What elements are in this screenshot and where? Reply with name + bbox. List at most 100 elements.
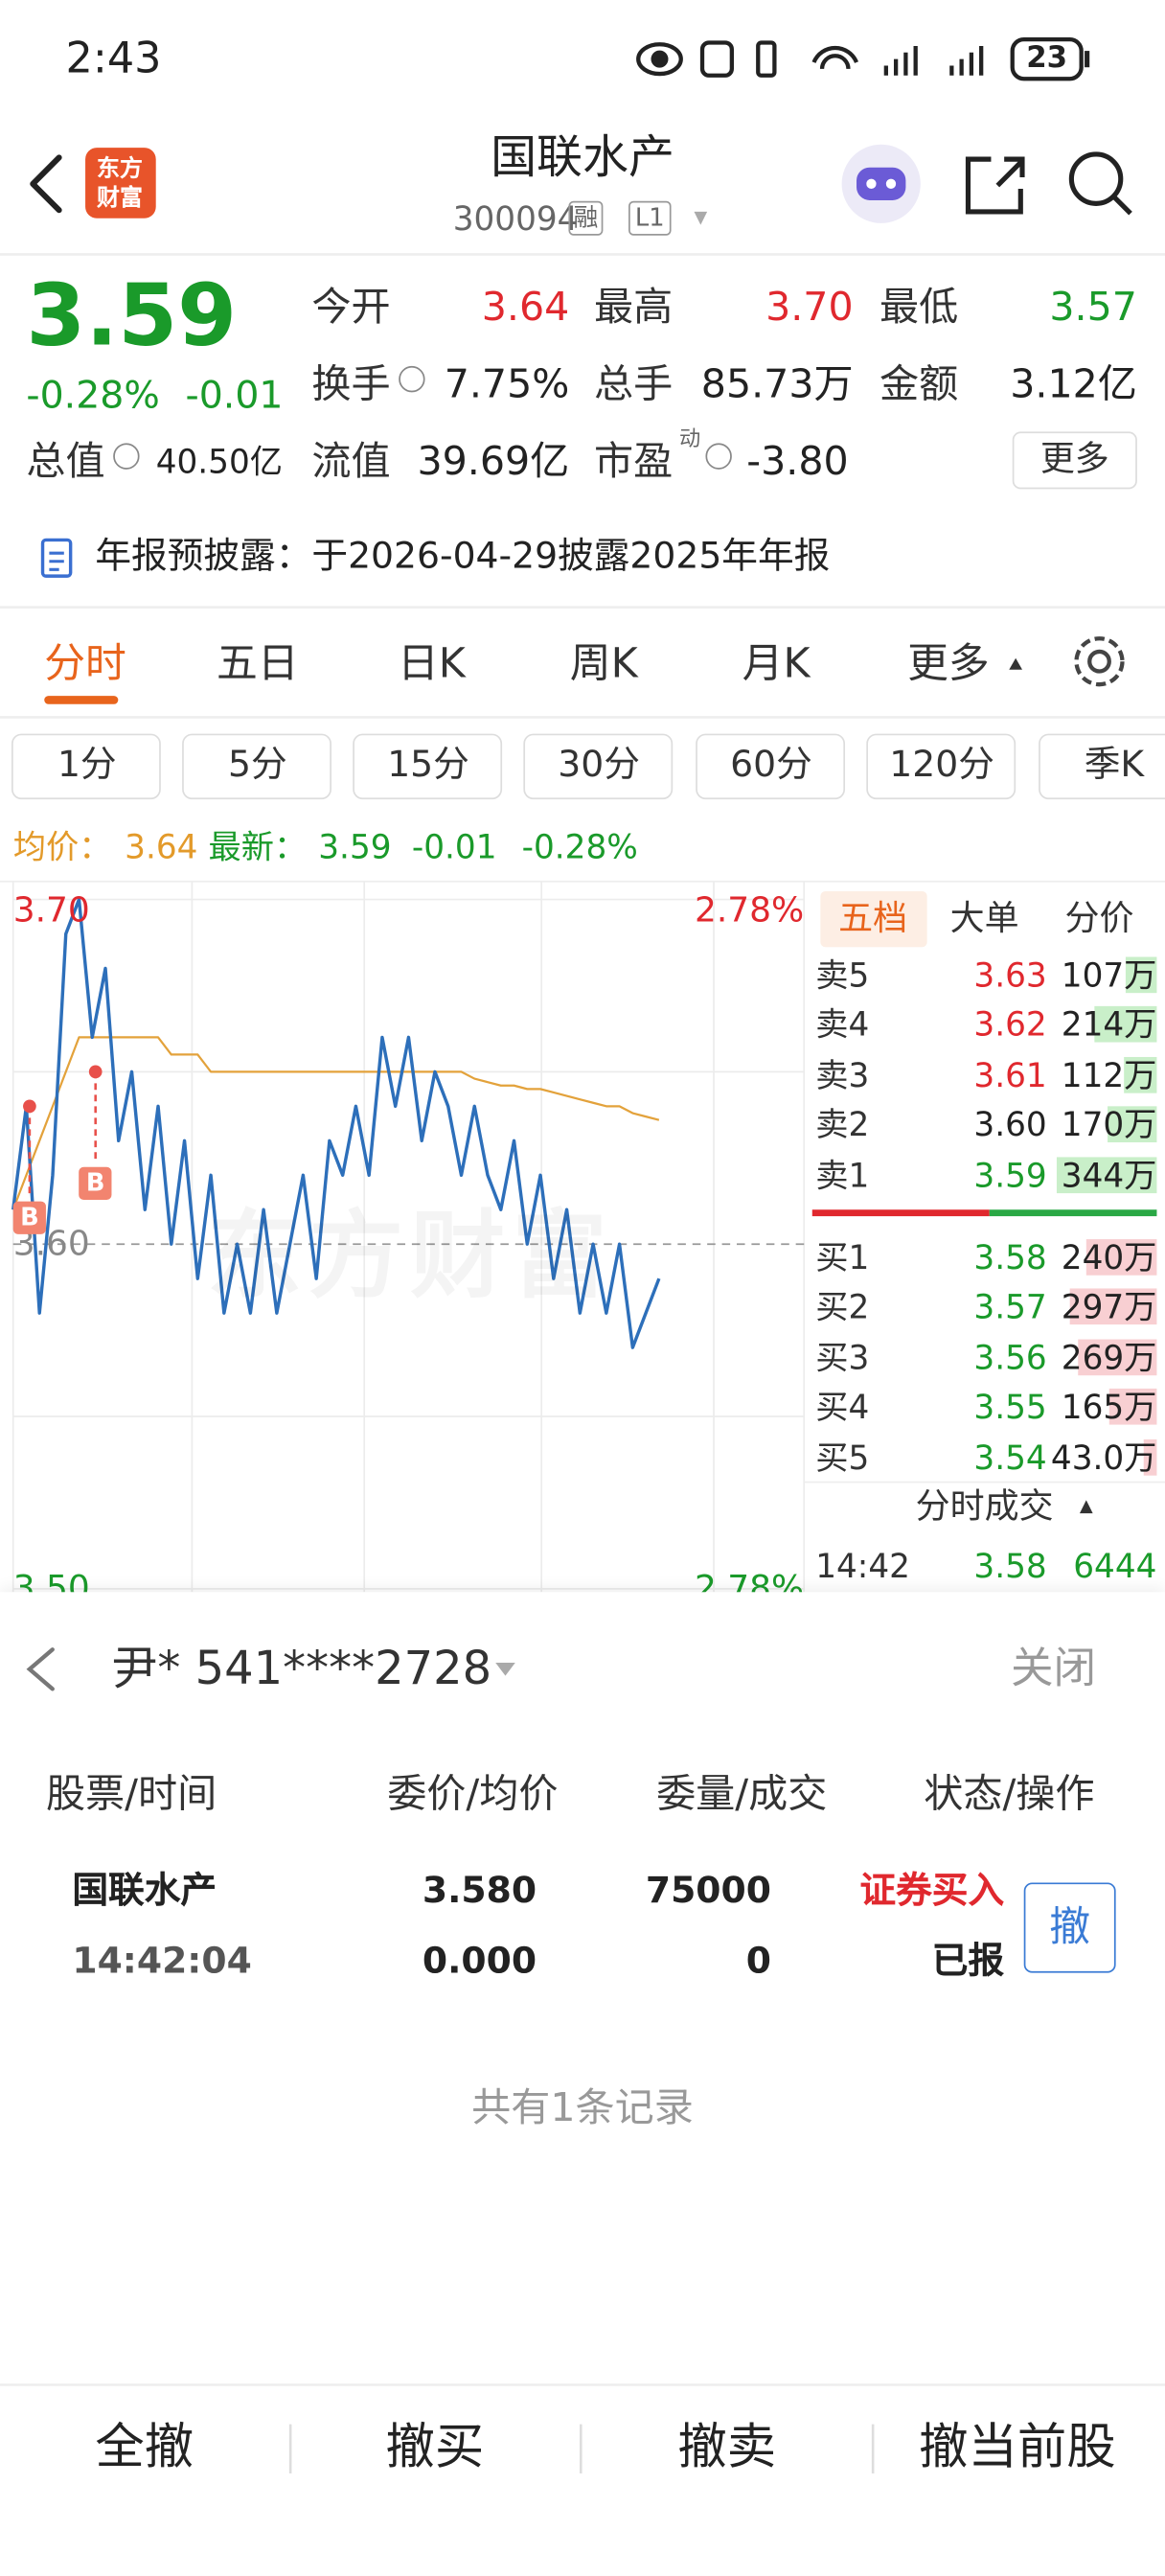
quote-value: 7.75% [444,360,570,407]
status-time: 2:43 [65,34,162,84]
account-name[interactable]: 尹* 541****2728 [111,1641,492,1696]
quote-value: 39.69亿 [417,438,570,485]
marker-badge [12,1201,47,1234]
quote-label: 换手 [311,360,391,407]
trade-marker [23,1099,36,1114]
period-label[interactable]: 1分 [57,745,117,787]
battery-level: 23 [1026,40,1068,76]
level-label: 买4 [815,1387,870,1427]
level-volume: 170万 [1061,1104,1157,1145]
order-action: 证券买入 [859,1871,1005,1913]
chart-tab[interactable]: 日K [397,639,466,687]
bottom-action[interactable]: 全撤 [95,2419,194,2477]
caret [1079,1500,1093,1514]
order-avg-price: 0.000 [422,1942,537,1983]
level-price: 3.59 [973,1155,1047,1195]
trades-title[interactable]: 分时成交 [915,1485,1054,1526]
level-price: 3.62 [973,1004,1047,1045]
order-status: 已报 [931,1942,1005,1983]
level-volume: 165万 [1061,1387,1157,1427]
caret [694,211,708,225]
orders-sheet: 尹* 541****2728 关闭 股票/时间 委价/均价 委量/成交 状态/操作 国联水产… [0,1592,1165,2576]
level-volume: 297万 [1061,1287,1157,1327]
volume-bar [1056,1156,1157,1193]
level-price: 3.61 [973,1054,1047,1095]
quote-label: 金额 [879,360,959,407]
cancel-button[interactable] [1023,1882,1116,1973]
chart-tab[interactable]: 月K [742,639,811,687]
level-label: 买2 [815,1287,870,1327]
last-price: 3.59 [26,267,238,366]
level-volume: 269万 [1061,1337,1157,1377]
period-label[interactable]: 30分 [558,745,640,787]
level-volume: 344万 [1061,1155,1157,1195]
quote-label: 最高 [593,284,674,331]
marker-label: B [20,1202,39,1232]
level-volume: 240万 [1061,1237,1157,1277]
chart-tab[interactable]: 周K [569,639,638,687]
level-label: 卖3 [815,1054,870,1095]
level-label: 卖2 [815,1104,870,1145]
period-label[interactable]: 5分 [228,745,287,787]
period-button[interactable] [1039,733,1165,800]
period-label[interactable]: 15分 [387,745,469,787]
volume-bar [1107,1106,1157,1143]
table-header: 股票/时间 [45,1770,217,1817]
share-icon[interactable] [965,156,1025,215]
quote-label: 最低 [879,284,959,331]
period-button[interactable] [523,733,674,800]
more-button-label[interactable]: 更多 [1039,439,1109,479]
period-button[interactable] [866,733,1017,800]
level-price: 3.54 [973,1437,1047,1477]
period-button[interactable] [696,733,846,800]
quote-value: 40.50亿 [155,441,284,481]
trade-volume: 6444 [1073,1546,1157,1586]
bottom-action[interactable]: 撤当前股 [919,2419,1116,2477]
cancel-button-label[interactable]: 撤 [1049,1902,1091,1951]
level-label: 买5 [815,1437,870,1477]
info-avg: 3.64 [125,827,198,867]
order-book-tab[interactable]: 分价 [1064,898,1134,938]
bottom-action[interactable]: 撤买 [385,2419,485,2477]
period-button[interactable] [353,733,503,800]
trade-marker [88,1065,103,1079]
order-book-tab[interactable]: 五档 [838,898,908,938]
logo-text: 财富 [97,185,144,212]
caret [495,1662,515,1676]
period-label[interactable]: 60分 [730,745,812,787]
order-book-tab[interactable]: 大单 [949,898,1019,938]
level-label: 卖4 [815,1004,870,1045]
trade-price: 3.58 [973,1546,1047,1586]
quote-label: 总值 [26,438,105,485]
volume-bar [1070,1289,1157,1325]
bottom-action[interactable]: 撤卖 [677,2419,777,2477]
more-button[interactable] [1012,431,1137,490]
search-icon[interactable] [1068,151,1132,216]
period-label[interactable]: 季K [1084,745,1145,787]
y-tick-label: 3.70 [12,890,90,931]
order-filled: 0 [745,1942,771,1983]
logo-bg [85,148,156,218]
pct-label: 2.78% [694,890,805,931]
tab-underline [44,696,119,704]
chart-tab[interactable]: 五日 [217,639,299,687]
quote-value: 85.73万 [700,360,854,407]
quote-label: 市盈 [593,438,674,485]
table-header: 状态/操作 [924,1770,1095,1817]
volume-bar [1108,1389,1157,1425]
level-volume: 43.0万 [1050,1437,1157,1477]
period-button[interactable] [11,733,161,800]
level-volume: 112万 [1061,1054,1157,1095]
code-tag: L1 [628,200,672,236]
close-button[interactable]: 关闭 [1010,1644,1097,1694]
chart-tab[interactable]: 更多 [907,639,990,687]
back-icon[interactable] [30,154,62,214]
period-button[interactable] [182,733,331,800]
chart-tab[interactable]: 分时 [44,639,126,687]
level-price: 3.63 [973,954,1047,995]
period-label[interactable]: 120分 [889,745,994,787]
settings-icon[interactable] [1074,636,1125,687]
